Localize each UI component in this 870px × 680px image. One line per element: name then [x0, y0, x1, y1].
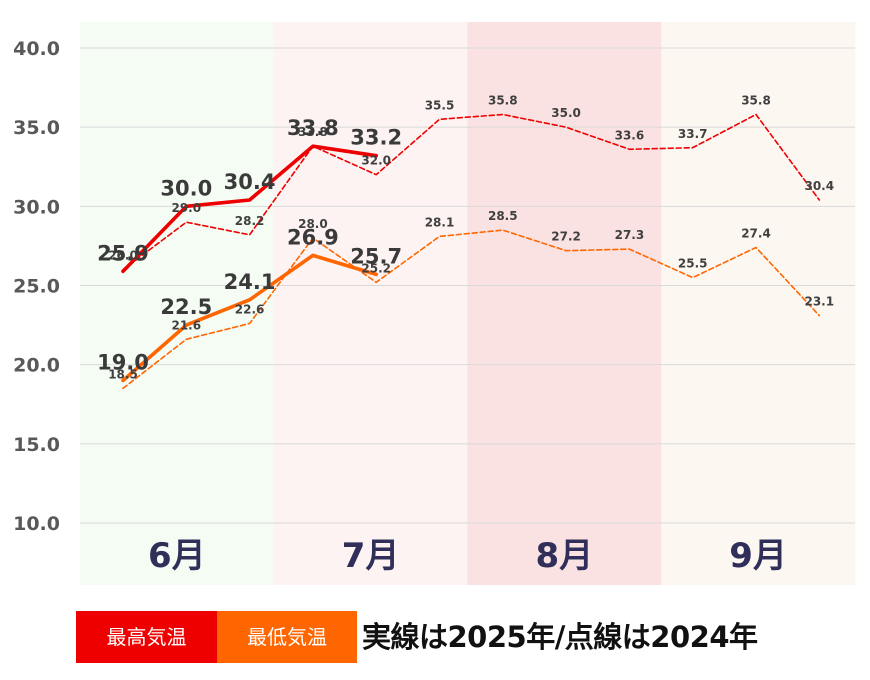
data-label-2024: 28.0 — [298, 217, 328, 231]
data-label-2025: 33.2 — [350, 126, 402, 150]
data-label-2024: 27.4 — [741, 227, 771, 241]
legend-max-temp: 最高気温 — [76, 611, 217, 663]
data-label-2025: 22.5 — [160, 295, 212, 319]
month-band — [273, 22, 468, 585]
data-label-2024: 21.6 — [171, 318, 201, 332]
data-label-2025: 30.4 — [224, 170, 276, 194]
data-label-2025: 26.9 — [287, 225, 339, 249]
data-label-2025: 25.7 — [350, 244, 402, 268]
data-label-2025: 24.1 — [224, 270, 276, 294]
month-label: 6月 — [148, 536, 206, 576]
line-2024-max — [122, 113, 821, 271]
y-tick-label: 35.0 — [13, 117, 60, 139]
data-label-2024: 28.2 — [235, 214, 265, 228]
data-label-2024: 30.4 — [804, 179, 834, 193]
data-label-2025: 30.0 — [160, 176, 212, 200]
temperature-chart: 10.0 15.0 20.0 25.0 30.0 35.0 40.0 26.0 29.0 28.… — [13, 22, 856, 585]
month-label: 8月 — [536, 536, 594, 576]
month-band — [467, 22, 662, 585]
data-label-2024: 32.0 — [361, 154, 391, 168]
data-label-2025: 19.0 — [97, 351, 149, 375]
data-label-2024: 18.5 — [108, 367, 138, 381]
data-label-2024: 35.0 — [551, 106, 581, 120]
y-tick-label: 30.0 — [13, 196, 60, 218]
line-2024-min — [122, 229, 821, 390]
legend-min-temp: 最低気温 — [217, 611, 357, 663]
y-tick-label: 10.0 — [13, 513, 60, 535]
data-label-2024: 25.5 — [678, 257, 708, 271]
data-label-2024: 35.5 — [425, 98, 455, 112]
data-label-2024: 22.6 — [235, 303, 265, 317]
data-label-2024: 28.5 — [488, 209, 518, 223]
line-2025-min — [121, 253, 379, 383]
data-label-2024: 33.6 — [615, 128, 645, 142]
grid-lines — [80, 47, 855, 524]
month-label: 9月 — [729, 536, 787, 576]
y-tick-label: 25.0 — [13, 276, 60, 298]
series-lines — [121, 113, 821, 390]
data-labels: 26.0 29.0 28.2 33.8 32.0 35.5 35.8 35.0 33.6 33.7… — [97, 94, 834, 382]
data-label-2024: 35.8 — [488, 94, 518, 108]
legend-note: 実線は2025年/点線は2024年 — [362, 620, 758, 654]
data-label-2024: 33.7 — [678, 127, 708, 141]
y-tick-label: 20.0 — [13, 355, 60, 377]
data-label-2024: 27.3 — [615, 228, 645, 242]
y-axis: 10.0 15.0 20.0 25.0 30.0 35.0 40.0 — [13, 38, 60, 535]
month-bands — [80, 22, 856, 585]
y-tick-label: 40.0 — [13, 38, 60, 60]
data-label-2024: 27.2 — [551, 230, 581, 244]
data-label-2024: 35.8 — [741, 94, 771, 108]
data-label-2024: 28.1 — [425, 215, 455, 229]
line-2025-max — [121, 144, 379, 274]
data-label-2024: 33.8 — [298, 125, 328, 139]
y-tick-label: 15.0 — [13, 434, 60, 456]
month-label: 7月 — [342, 536, 400, 576]
data-label-2025: 25.9 — [97, 241, 149, 265]
data-label-2024: 23.1 — [804, 295, 834, 309]
data-label-2024: 29.0 — [171, 201, 201, 215]
month-band — [661, 22, 856, 585]
data-label-2024: 26.0 — [108, 249, 138, 263]
month-labels: 6月 7月 8月 9月 — [148, 536, 787, 576]
data-label-2025: 33.8 — [287, 116, 339, 140]
data-label-2024: 25.2 — [361, 261, 391, 275]
